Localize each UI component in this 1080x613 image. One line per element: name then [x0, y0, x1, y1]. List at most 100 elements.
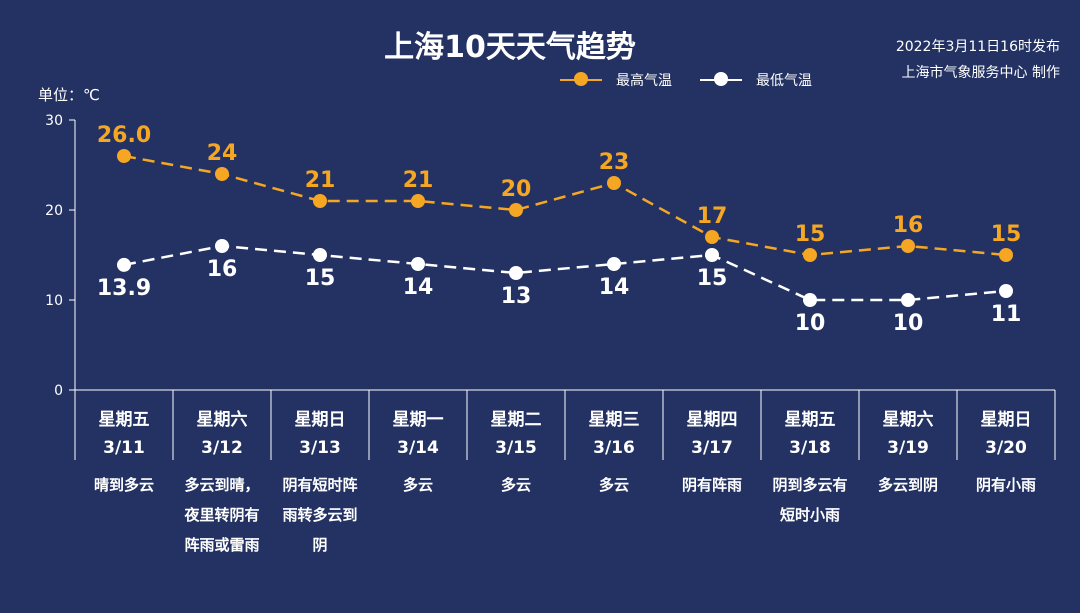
day-column: 星期六 3/19 多云到阴 [859, 392, 957, 500]
day-weekday: 星期日 [980, 410, 1032, 430]
day-weekday: 星期日 [294, 410, 346, 430]
legend-item-low[interactable]: 最低气温 [700, 70, 812, 90]
high-temp-line [123, 154, 1007, 257]
high-temp-point [509, 203, 523, 217]
legend: 最高气温 最低气温 [560, 70, 812, 90]
publisher-info: 2022年3月11日16时发布 上海市气象服务中心 制作 [896, 34, 1060, 86]
low-temp-point [705, 248, 719, 262]
low-temp-label: 13 [501, 284, 532, 309]
day-weather: 阴有阵雨 [663, 470, 761, 500]
high-temp-label: 20 [501, 177, 532, 202]
high-temp-point [901, 239, 915, 253]
low-temp-label: 15 [697, 266, 728, 291]
day-weather-line: 阴有阵雨 [681, 476, 742, 494]
y-tick-label: 0 [54, 383, 63, 399]
day-weather-line: 阴有短时阵 [282, 476, 358, 494]
high-temp-point [313, 194, 327, 208]
day-weather-line: 阵雨或雷雨 [184, 536, 260, 554]
day-weather-line: 多云到阴 [877, 476, 938, 494]
high-temp-label: 17 [697, 204, 728, 229]
low-temp-point [901, 293, 915, 307]
low-temp-point [215, 239, 229, 253]
high-temp-label: 23 [599, 150, 630, 175]
day-weather-line: 阴有小雨 [975, 476, 1036, 494]
high-temp-point [117, 149, 131, 163]
day-weather-line: 雨转多云到 [282, 506, 358, 524]
low-temp-point [607, 257, 621, 271]
y-tick-label: 10 [45, 293, 63, 309]
high-temp-label: 16 [893, 213, 924, 238]
day-column: 星期五 3/18 阴到多云有短时小雨 [761, 392, 859, 530]
day-weather-line: 晴到多云 [93, 476, 154, 494]
unit-label: 单位：℃ [38, 86, 100, 104]
day-weather: 多云 [369, 470, 467, 500]
day-date: 3/13 [299, 438, 341, 458]
low-temp-point [313, 248, 327, 262]
high-temp-label: 21 [305, 168, 336, 193]
day-column: 星期四 3/17 阴有阵雨 [663, 392, 761, 500]
publish-time: 2022年3月11日16时发布 [895, 39, 1060, 55]
day-weekday: 星期五 [98, 410, 150, 430]
day-weather-line: 多云 [402, 476, 433, 494]
high-temp-label: 15 [795, 222, 826, 247]
low-temp-label: 10 [893, 311, 924, 336]
y-tick-label: 20 [45, 203, 63, 219]
day-weekday: 星期一 [392, 410, 444, 430]
day-weather: 多云到晴， 夜里转阴有阵雨或雷雨 [173, 470, 271, 560]
low-temp-point [411, 257, 425, 271]
day-date: 3/11 [103, 438, 145, 458]
legend-item-high[interactable]: 最高气温 [560, 70, 672, 90]
low-temp-point [999, 284, 1013, 298]
high-temp-label: 26.0 [97, 123, 151, 148]
day-weather-line: 夜里转阴有 [184, 506, 260, 524]
day-weather: 多云到阴 [859, 470, 957, 500]
low-temp-label: 13.9 [97, 276, 151, 301]
day-weather-line: 多云 [598, 476, 629, 494]
day-date: 3/19 [887, 438, 929, 458]
legend-low-swatch [700, 72, 742, 86]
day-weather-line: 阴到多云有 [772, 476, 848, 494]
high-temp-point [803, 248, 817, 262]
day-weather-line: 阴 [312, 536, 328, 554]
day-weekday: 星期五 [784, 410, 836, 430]
low-temp-point [803, 293, 817, 307]
low-temp-label: 15 [305, 266, 336, 291]
publisher-org: 上海市气象服务中心 制作 [901, 65, 1060, 81]
low-temp-line [123, 244, 1007, 302]
legend-low-label: 最低气温 [756, 73, 812, 89]
high-temp-label: 24 [207, 141, 238, 166]
day-date: 3/20 [985, 438, 1027, 458]
low-temp-point [117, 257, 131, 272]
low-temp-point [509, 266, 523, 280]
day-date: 3/17 [691, 438, 733, 458]
day-weather: 阴有短时阵雨转多云到阴 [271, 470, 369, 560]
day-column: 星期五 3/11 晴到多云 [75, 392, 173, 500]
day-date: 3/15 [495, 438, 537, 458]
low-temp-label: 16 [207, 257, 238, 282]
high-temp-point [999, 248, 1013, 262]
day-column: 星期一 3/14 多云 [369, 392, 467, 500]
day-weather: 多云 [565, 470, 663, 500]
day-column: 星期三 3/16 多云 [565, 392, 663, 500]
day-date: 3/18 [789, 438, 831, 458]
high-temp-point [607, 176, 621, 190]
day-weather: 阴到多云有 短时小雨 [761, 470, 859, 530]
day-weather-line: 短时小雨 [779, 506, 840, 524]
day-column: 星期日 3/13 阴有短时阵雨转多云到阴 [271, 392, 369, 560]
low-temp-label: 14 [599, 275, 630, 300]
day-weather-line: 多云 [500, 476, 531, 494]
high-temp-label: 15 [991, 222, 1022, 247]
day-date: 3/16 [593, 438, 635, 458]
day-weekday: 星期六 [882, 410, 934, 430]
day-column: 星期日 3/20 阴有小雨 [957, 392, 1055, 500]
low-temp-label: 14 [403, 275, 434, 300]
day-weather-line: 多云到晴， [184, 476, 260, 494]
day-date: 3/12 [201, 438, 243, 458]
day-column: 星期六 3/12 多云到晴， 夜里转阴有 阵雨或雷雨 [173, 392, 271, 560]
low-temp-label: 10 [795, 311, 826, 336]
low-temp-label: 11 [991, 302, 1022, 327]
day-column: 星期二 3/15 多云 [467, 392, 565, 500]
legend-high-label: 最高气温 [616, 73, 672, 89]
y-tick-label: 30 [45, 113, 63, 129]
legend-high-swatch [560, 72, 602, 86]
